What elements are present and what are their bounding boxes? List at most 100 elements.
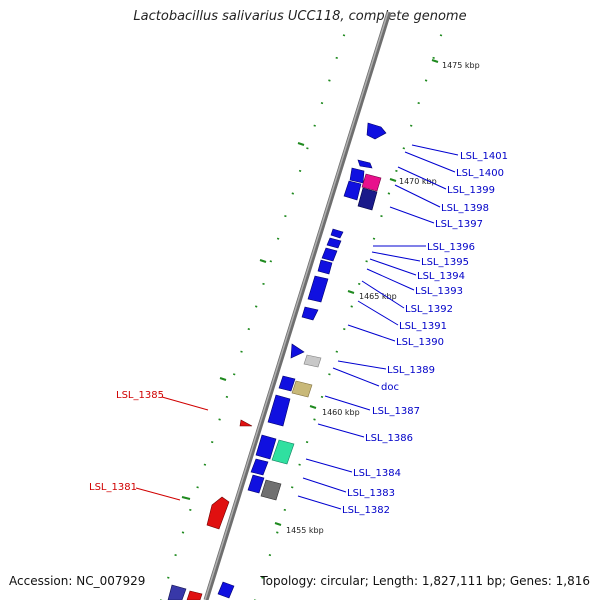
gene-block-1384-green[interactable]	[271, 439, 295, 465]
inner-ticks-dot	[342, 34, 346, 37]
inner-ticks-dot	[284, 215, 287, 218]
kbp-label-1465: 1465 kbp	[359, 292, 397, 301]
outer-ticks-dot	[432, 56, 435, 59]
outer-ticks-dot	[402, 147, 406, 150]
gene-block-1382-grey[interactable]	[260, 479, 282, 501]
gene-label-lsl-1386[interactable]: LSL_1386	[365, 433, 413, 444]
gene-block-1389-grey[interactable]	[303, 354, 322, 368]
gene-block-bottom-2[interactable]	[167, 584, 187, 600]
gene-block-1391[interactable]	[301, 306, 319, 321]
gene-label-lsl-1392[interactable]: LSL_1392	[405, 304, 453, 315]
gene-block-1397[interactable]	[343, 180, 362, 201]
gene-label-lsl-1384[interactable]: LSL_1384	[353, 468, 401, 479]
outer-ticks-dot	[409, 124, 413, 127]
outer-ticks-dot	[335, 350, 339, 353]
gene-label-lsl-1382[interactable]: LSL_1382	[342, 505, 390, 516]
gene-label-lsl-1401[interactable]: LSL_1401	[460, 151, 508, 162]
outer-ticks-dot	[298, 463, 301, 466]
gene-label-lsl-1389[interactable]: LSL_1389	[387, 365, 435, 376]
gene-block-1381[interactable]	[206, 496, 230, 530]
gene-label-lsl-1397[interactable]: LSL_1397	[435, 219, 483, 230]
gene-block-1400[interactable]	[357, 159, 373, 169]
outer-ticks-dot	[417, 102, 420, 105]
kbp-label-1475: 1475 kbp	[442, 61, 480, 70]
gene-block-1399[interactable]	[349, 167, 365, 184]
gene-block-1392[interactable]	[307, 275, 329, 303]
gene-block-1383[interactable]	[247, 474, 265, 494]
gene-label-doc[interactable]: doc	[381, 382, 399, 393]
gene-label-lsl-1395[interactable]: LSL_1395	[421, 257, 469, 268]
genome-stats-text: Topology: circular; Length: 1,827,111 bp…	[260, 574, 590, 588]
map-title: Lactobacillus salivarius UCC118, complet…	[133, 9, 467, 24]
gene-label-lsl-1393[interactable]: LSL_1393	[415, 286, 463, 297]
gene-block-1390[interactable]	[290, 343, 305, 359]
inner-ticks-dot	[203, 463, 207, 466]
outer-ticks-dot	[357, 282, 361, 285]
gene-label-lsl-1391[interactable]: LSL_1391	[399, 321, 447, 332]
gene-block-doc-blue[interactable]	[278, 375, 296, 392]
genome-backbone-highlight	[204, 11, 389, 600]
inner-ticks-dot	[189, 508, 192, 511]
gene-block-bottom-red[interactable]	[186, 590, 203, 600]
gene-block-1385[interactable]	[239, 419, 253, 427]
gene-block-1394[interactable]	[321, 247, 338, 262]
gene-block-1384[interactable]	[250, 458, 269, 476]
kbp-tick-1470	[389, 178, 397, 182]
inner-ticks-dot	[174, 554, 177, 557]
inner-ticks-dot	[232, 373, 236, 376]
inner-major-tick-3	[297, 142, 305, 146]
kbp-tick-1455	[274, 522, 282, 526]
gene-block-bottom-1[interactable]	[217, 581, 235, 599]
gene-block-1395[interactable]	[326, 237, 342, 249]
inner-ticks-dot	[181, 531, 185, 534]
leader-lines-right	[297, 144, 459, 510]
gene-label-lsl-1399[interactable]: LSL_1399	[447, 185, 495, 196]
outer-ticks-dot	[387, 192, 391, 195]
inner-ticks-dot	[240, 350, 243, 353]
gene-label-lsl-1385[interactable]: LSL_1385	[116, 390, 164, 401]
inner-major-tick-2	[259, 259, 267, 263]
gene-label-lsl-1387[interactable]: LSL_1387	[372, 406, 420, 417]
gene-label-lsl-1396[interactable]: LSL_1396	[427, 242, 475, 253]
gene-block-1387[interactable]	[267, 394, 291, 427]
gene-label-lsl-1381[interactable]: LSL_1381	[89, 482, 137, 493]
outer-ticks-dot	[372, 237, 376, 240]
outer-ticks-dot	[343, 328, 346, 331]
inner-ticks-dot	[276, 237, 280, 240]
inner-ticks-dot	[247, 328, 251, 331]
gene-label-lsl-1400[interactable]: LSL_1400	[456, 168, 504, 179]
gene-block-1398-pink[interactable]	[361, 173, 382, 192]
gene-block-1396[interactable]	[330, 228, 344, 239]
gene-block-1386[interactable]	[255, 434, 277, 460]
outer-ticks-dot	[268, 554, 272, 557]
inner-ticks-dot	[225, 395, 229, 398]
outer-ticks-dot	[365, 260, 368, 263]
inner-ticks-dot	[254, 305, 258, 308]
gene-block-1397-dark[interactable]	[357, 187, 378, 211]
kbp-tick-1465	[347, 290, 355, 294]
inner-ticks-dot	[210, 441, 214, 444]
gene-features	[167, 122, 387, 600]
inner-ticks-dot	[291, 192, 295, 195]
gene-block-1393[interactable]	[317, 259, 333, 275]
outer-ticks-dot	[380, 215, 383, 218]
inner-ticks-dot	[328, 79, 331, 82]
gene-block-1401[interactable]	[366, 122, 387, 140]
kbp-tick-1460	[309, 405, 317, 409]
gene-label-lsl-1398[interactable]: LSL_1398	[441, 203, 489, 214]
gene-label-lsl-1383[interactable]: LSL_1383	[347, 488, 395, 499]
kbp-label-1470: 1470 kbp	[399, 177, 437, 186]
inner-ticks-dot	[262, 282, 265, 285]
outer-ticks-dot	[395, 169, 398, 172]
kbp-label-1455: 1455 kbp	[286, 526, 324, 535]
outer-ticks-dot	[328, 373, 331, 376]
gene-label-lsl-1390[interactable]: LSL_1390	[396, 337, 444, 348]
inner-ticks-dot	[306, 147, 309, 150]
outer-ticks-dot	[276, 531, 279, 534]
gene-label-lsl-1394[interactable]: LSL_1394	[417, 271, 465, 282]
gene-block-doc[interactable]	[291, 380, 313, 398]
outer-ticks-dot	[261, 576, 264, 579]
leader-lines-left	[135, 396, 209, 501]
